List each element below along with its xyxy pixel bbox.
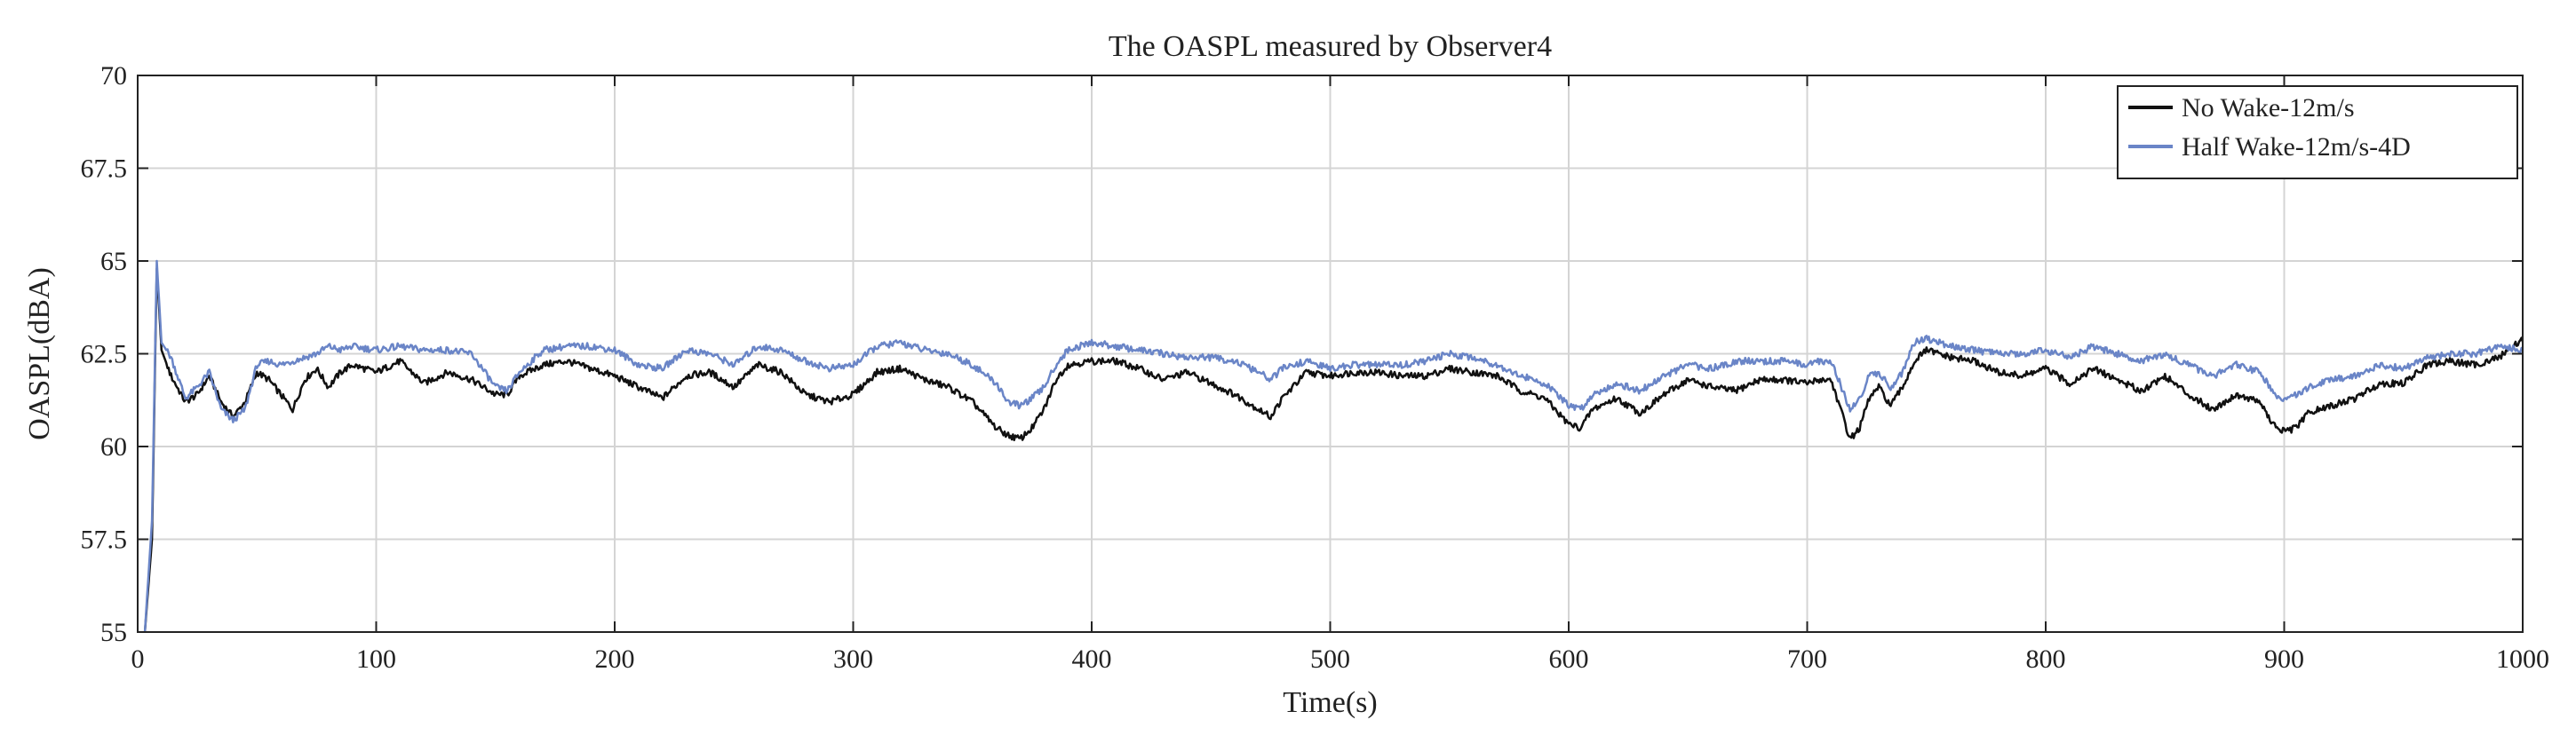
y-tick-label: 57.5 [81, 526, 128, 555]
x-tick-label: 900 [2264, 644, 2304, 674]
y-axis-title: OASPL(dBA) [23, 267, 56, 440]
x-tick-label: 700 [1787, 644, 1827, 674]
legend: No Wake-12m/s Half Wake-12m/s-4D [2117, 85, 2518, 179]
x-tick-label: 0 [131, 644, 145, 674]
x-tick-label: 100 [356, 644, 396, 674]
x-tick-label: 600 [1549, 644, 1589, 674]
chart-title: The OASPL measured by Observer4 [1109, 30, 1552, 63]
y-tick-label: 67.5 [81, 154, 128, 184]
y-tick-label: 60 [100, 432, 127, 462]
tick-labels: 0 100 200 300 400 500 600 700 800 900 1000 55 57.5 60… [81, 61, 2550, 674]
series-half-wake-line [143, 259, 2523, 632]
y-tick-label: 62.5 [81, 340, 128, 369]
series-no-wake-line [143, 267, 2523, 632]
x-tick-label: 300 [833, 644, 873, 674]
y-tick-label: 55 [100, 618, 127, 647]
legend-label-no-wake: No Wake-12m/s [2182, 93, 2355, 123]
legend-label-half-wake: Half Wake-12m/s-4D [2182, 132, 2411, 162]
legend-box [2117, 85, 2518, 179]
x-tick-label: 800 [2026, 644, 2066, 674]
x-tick-label: 200 [595, 644, 635, 674]
series-lines [143, 259, 2523, 632]
axis-ticks [137, 75, 2524, 633]
x-tick-label: 1000 [2496, 644, 2549, 674]
x-axis-title: Time(s) [1283, 686, 1377, 719]
x-tick-label: 500 [1310, 644, 1350, 674]
y-tick-label: 70 [100, 61, 127, 91]
y-tick-label: 65 [100, 247, 127, 276]
x-tick-label: 400 [1072, 644, 1112, 674]
